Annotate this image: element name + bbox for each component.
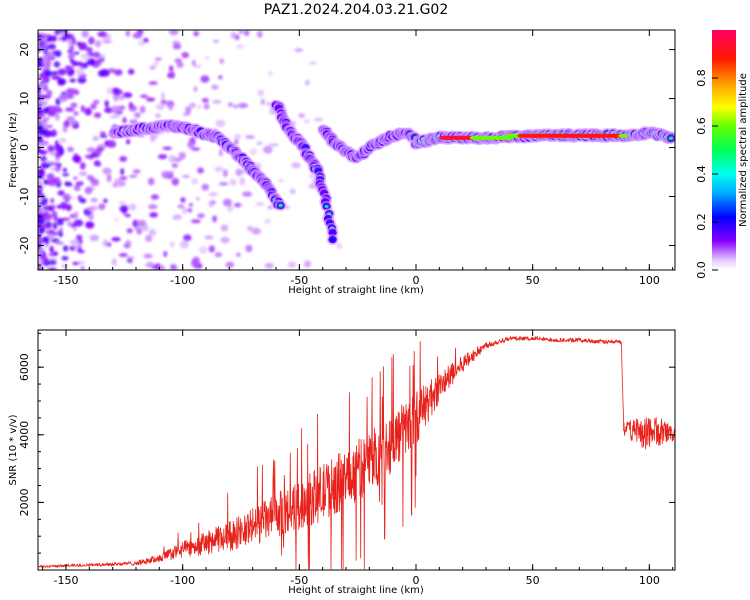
colorbar-tick-label: 0.4 [695, 165, 708, 183]
spectrogram-ridge [317, 124, 422, 164]
spectrogram-x-tick-label: -100 [170, 274, 195, 287]
snr-panel: -150 -100 -50 0 50 100 2000 4000 6000 Height of… [8, 329, 676, 596]
spectrogram-x-tick-label: -50 [290, 274, 308, 287]
snr-x-tick-label: 0 [413, 574, 420, 587]
spectrogram-frame [37, 29, 676, 271]
spectrogram-marks [38, 30, 675, 270]
snr-y-ticks: 2000 4000 6000 [18, 332, 675, 554]
spectrogram-noise [38, 30, 343, 270]
colorbar-gradient [712, 30, 736, 270]
chart-title: PAZ1.2024.204.03.21.G02 [264, 2, 449, 18]
colorbar-tick-label: 0.2 [695, 213, 708, 231]
spectrogram-y-tick-label: -20 [18, 237, 31, 255]
spectrogram-x-ticks: -150 -100 -50 0 50 100 [42, 30, 674, 287]
snr-x-tick-label: -100 [170, 574, 195, 587]
snr-frame [37, 329, 676, 571]
snr-y-tick-label: 6000 [18, 353, 31, 381]
snr-y-tick-label: 4000 [18, 421, 31, 449]
snr-x-tick-label: 100 [639, 574, 660, 587]
spectrogram-y-tick-label: -10 [18, 188, 31, 206]
snr-series-line [38, 335, 675, 570]
spectrogram-y-tick-label: 0 [18, 144, 31, 151]
spectrogram-ridge [269, 99, 339, 246]
colorbar-tick-label: 0.6 [695, 117, 708, 135]
snr-x-tick-label: 50 [526, 574, 540, 587]
spectrogram-y-ticks: -20 -10 0 10 20 [18, 29, 675, 266]
spectrogram-y-tick-label: 10 [18, 92, 31, 106]
colorbar-ticks: 0.0 0.2 0.4 0.6 0.8 [695, 69, 718, 279]
spectrogram-ridge [107, 118, 287, 211]
colorbar-tick-label: 0.8 [695, 69, 708, 87]
colorbar: 0.0 0.2 0.4 0.6 0.8 Normalized spectral ampl… [695, 30, 749, 279]
spectrogram-y-axis-label: Frequency (Hz) [8, 112, 19, 188]
spectrogram-x-axis-label: Height of straight line (km) [288, 285, 424, 296]
spectrogram-x-tick-label: 0 [413, 274, 420, 287]
snr-x-axis-label: Height of straight line (km) [288, 585, 424, 596]
spectrogram-carrier-band [439, 133, 629, 140]
snr-x-ticks: -150 -100 -50 0 50 100 [42, 330, 674, 587]
spectrogram-y-tick-label: 20 [18, 43, 31, 57]
snr-x-tick-label: -50 [290, 574, 308, 587]
colorbar-tick-label: 0.0 [695, 261, 708, 279]
colorbar-label: Normalized spectral amplitude [738, 73, 749, 227]
snr-x-tick-label: -150 [54, 574, 79, 587]
snr-y-tick-label: 2000 [18, 488, 31, 516]
spectrogram-x-tick-label: 100 [639, 274, 660, 287]
snr-y-axis-label: SNR (10 * v/v) [8, 414, 19, 485]
spectrogram-x-tick-label: -150 [54, 274, 79, 287]
spectrogram-x-tick-label: 50 [526, 274, 540, 287]
